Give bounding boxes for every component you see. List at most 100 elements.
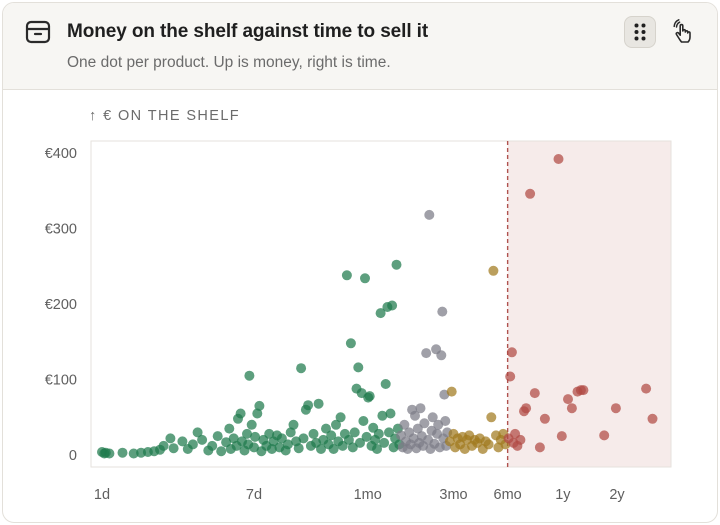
data-point: [347, 442, 358, 453]
x-tick-labels: 1d 7d 1mo 3mo 6mo 1y 2y: [94, 487, 625, 503]
data-point: [207, 440, 218, 451]
y-tick-label: 0: [69, 448, 77, 464]
data-point: [566, 403, 577, 414]
data-point: [384, 427, 394, 438]
y-tick-label: €300: [45, 222, 77, 238]
data-point: [242, 428, 252, 439]
data-point: [387, 300, 398, 311]
x-tick-label: 7d: [246, 487, 262, 503]
x-tick-label: 1mo: [354, 487, 382, 503]
data-point: [521, 403, 532, 414]
data-point: [534, 442, 545, 453]
data-point: [244, 370, 255, 381]
data-point: [415, 403, 426, 414]
data-point: [224, 423, 235, 434]
package-box-icon: [25, 20, 51, 44]
grid-view-button[interactable]: [624, 16, 656, 48]
data-point: [372, 444, 382, 454]
y-tick-label: €400: [45, 146, 77, 162]
data-point: [250, 431, 261, 442]
plot-frame: [90, 140, 672, 468]
data-point: [364, 391, 375, 402]
data-point: [249, 442, 259, 453]
hand-gesture-icon: [673, 19, 691, 43]
data-point: [246, 419, 257, 430]
data-point: [553, 154, 564, 164]
grid-dots-icon: [634, 23, 646, 41]
scatter-plot: 0 €100 €200 €300 €400 1d 7d 1mo 3mo 6mo 1y 2y: [45, 140, 672, 503]
data-point: [349, 427, 360, 438]
data-point: [298, 433, 309, 444]
x-tick-label: 1d: [94, 487, 110, 503]
data-point: [399, 419, 410, 430]
data-point: [380, 379, 391, 389]
x-tick-label: 6mo: [494, 487, 522, 503]
data-point: [337, 440, 348, 451]
data-point: [345, 338, 356, 349]
data-point: [355, 437, 365, 448]
data-point: [373, 428, 384, 439]
data-point: [360, 273, 370, 284]
data-point: [104, 448, 115, 459]
data-point: [391, 259, 402, 270]
data-point: [168, 443, 179, 454]
data-point: [506, 347, 517, 358]
data-point: [379, 437, 390, 448]
data-point: [486, 412, 497, 423]
data-point: [308, 428, 319, 439]
data-point: [343, 434, 354, 445]
data-point: [641, 383, 652, 394]
data-point: [252, 408, 263, 419]
data-point: [410, 410, 420, 421]
data-point: [331, 419, 341, 430]
chart-title: Money on the shelf against time to sell …: [67, 21, 429, 42]
data-point: [353, 362, 364, 373]
x-tick-label: 1y: [555, 487, 571, 503]
data-point: [254, 400, 265, 411]
y-axis-title: ↑ € ON THE SHELF: [89, 108, 241, 124]
data-point: [385, 408, 396, 419]
data-point: [117, 447, 128, 458]
data-point: [483, 439, 494, 450]
data-point: [326, 430, 337, 441]
data-point: [177, 436, 188, 447]
data-point: [563, 394, 573, 405]
data-point: [264, 428, 275, 439]
data-point: [610, 403, 621, 414]
chart-subtitle: One dot per product. Up is money, right …: [67, 54, 391, 71]
data-point: [266, 444, 277, 454]
data-point: [216, 446, 227, 457]
data-point: [285, 427, 296, 438]
data-point: [488, 265, 499, 276]
data-point: [377, 410, 388, 421]
data-point: [335, 412, 346, 423]
data-point: [328, 444, 339, 454]
y-tick-label: €200: [45, 297, 77, 313]
data-point: [436, 350, 447, 361]
data-point: [212, 431, 223, 442]
gesture-mode-button[interactable]: [667, 16, 699, 48]
data-point: [578, 385, 589, 396]
data-point: [424, 209, 435, 220]
data-point: [647, 413, 658, 424]
data-point: [437, 306, 448, 317]
data-point: [421, 348, 432, 359]
data-points: [97, 154, 658, 459]
data-point: [440, 416, 451, 426]
data-point: [228, 433, 239, 444]
data-point: [341, 270, 352, 281]
data-point: [303, 400, 314, 411]
data-point: [599, 430, 610, 441]
data-point: [556, 431, 567, 442]
data-point: [361, 431, 372, 442]
data-point: [197, 434, 208, 445]
data-point: [158, 440, 169, 451]
data-point: [529, 388, 540, 399]
stale-zone-shading: [507, 141, 671, 467]
data-point: [316, 444, 326, 454]
data-point: [192, 427, 203, 438]
data-point: [282, 439, 293, 450]
data-point: [375, 308, 386, 319]
card-header: Money on the shelf against time to sell …: [3, 3, 717, 90]
